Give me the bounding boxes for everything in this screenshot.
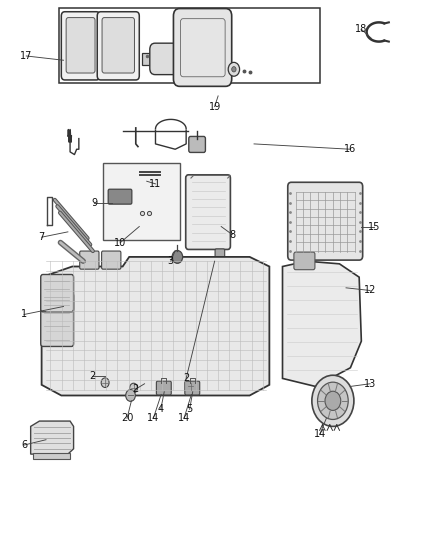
Text: 2: 2 [183, 374, 189, 383]
Text: 16: 16 [344, 144, 357, 154]
Text: 18: 18 [355, 25, 367, 34]
Text: 6: 6 [21, 440, 27, 450]
FancyBboxPatch shape [288, 182, 363, 260]
Text: 1: 1 [21, 310, 27, 319]
Circle shape [325, 391, 341, 410]
Text: 5: 5 [187, 405, 193, 414]
FancyBboxPatch shape [108, 189, 132, 204]
FancyBboxPatch shape [156, 381, 171, 395]
Polygon shape [31, 421, 74, 454]
Text: 13: 13 [364, 379, 376, 389]
Bar [142, 53, 152, 65]
FancyBboxPatch shape [80, 251, 99, 269]
Text: 14: 14 [147, 414, 159, 423]
Text: 2: 2 [133, 384, 139, 394]
FancyBboxPatch shape [150, 43, 180, 75]
FancyBboxPatch shape [189, 136, 205, 152]
Text: 12: 12 [364, 286, 376, 295]
Text: 15: 15 [368, 222, 381, 231]
FancyBboxPatch shape [41, 293, 74, 346]
Text: 20: 20 [121, 414, 133, 423]
Text: 11: 11 [149, 179, 162, 189]
Circle shape [232, 67, 236, 72]
FancyBboxPatch shape [102, 251, 121, 269]
Circle shape [101, 378, 109, 387]
Text: 8: 8 [229, 230, 235, 239]
FancyBboxPatch shape [173, 9, 232, 86]
Circle shape [126, 390, 135, 401]
Bar [59, 8, 320, 83]
Text: 14: 14 [314, 430, 326, 439]
Text: 19: 19 [208, 102, 221, 111]
FancyBboxPatch shape [186, 175, 230, 249]
FancyBboxPatch shape [185, 381, 200, 395]
Circle shape [172, 251, 183, 263]
Bar [103, 163, 180, 240]
FancyBboxPatch shape [41, 274, 74, 312]
Polygon shape [42, 257, 269, 395]
FancyBboxPatch shape [215, 249, 225, 263]
Text: 10: 10 [114, 238, 127, 247]
FancyBboxPatch shape [66, 18, 95, 73]
Text: 4: 4 [158, 405, 164, 414]
Bar [33, 453, 70, 459]
Circle shape [318, 382, 348, 419]
Text: 2: 2 [89, 371, 95, 381]
FancyBboxPatch shape [97, 12, 139, 80]
Circle shape [187, 382, 194, 391]
FancyBboxPatch shape [294, 252, 315, 270]
Text: 14: 14 [178, 414, 190, 423]
Text: 9: 9 [91, 198, 97, 207]
FancyBboxPatch shape [102, 18, 134, 73]
FancyBboxPatch shape [61, 12, 100, 80]
Polygon shape [283, 261, 361, 386]
Circle shape [228, 62, 240, 76]
Text: 7: 7 [39, 232, 45, 242]
Text: 17: 17 [20, 51, 32, 61]
Circle shape [312, 375, 354, 426]
Circle shape [130, 383, 138, 393]
Text: 3: 3 [168, 256, 174, 266]
